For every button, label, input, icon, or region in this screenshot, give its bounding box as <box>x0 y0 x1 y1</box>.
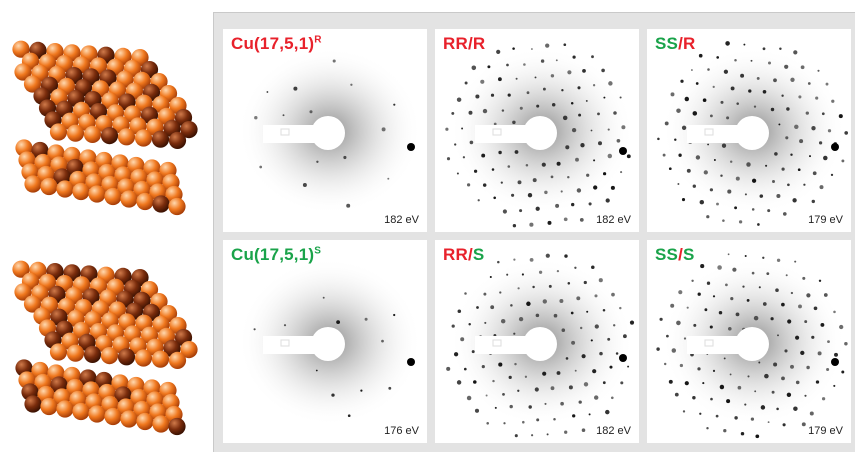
copper-cluster-graphic <box>12 40 198 216</box>
diffraction-pattern <box>657 41 849 226</box>
energy-label: 176 eV <box>384 425 419 437</box>
tile-label: SS/S <box>655 245 695 265</box>
label-part: S <box>314 245 322 257</box>
energy-label: 182 eV <box>596 214 631 226</box>
leed-tile: Cu(17,5,1)R 182 eV <box>223 29 427 232</box>
diffraction-pattern <box>238 258 422 426</box>
label-part: RR <box>443 245 468 264</box>
label-part: S <box>472 245 485 264</box>
cluster-s-icon <box>0 248 205 448</box>
label-part: / <box>678 245 684 264</box>
label-part: R <box>314 34 322 46</box>
label-part: R <box>472 34 486 53</box>
energy-label: 179 eV <box>808 425 843 437</box>
diffraction-pattern <box>446 253 635 438</box>
diffraction-pattern <box>445 43 634 228</box>
copper-cluster-graphic <box>12 260 198 436</box>
diffraction-pattern <box>238 47 422 215</box>
leed-tile: SS/S 179 eV <box>647 240 851 443</box>
leed-tile: RR/S 182 eV <box>435 240 639 443</box>
label-part: / <box>678 34 684 53</box>
energy-label: 182 eV <box>596 425 631 437</box>
label-part: SS <box>655 245 679 264</box>
label-part: Cu(17,5,1) <box>231 245 315 264</box>
tile-label: Cu(17,5,1)S <box>231 245 321 265</box>
leed-panel-grid: Cu(17,5,1)R 182 eV RR/R 182 eV SS/R 179 … <box>213 12 855 452</box>
tile-label: RR/S <box>443 245 484 265</box>
energy-label: 179 eV <box>808 214 843 226</box>
tile-label: SS/R <box>655 34 696 54</box>
label-part: R <box>683 34 696 53</box>
energy-label: 182 eV <box>384 214 419 226</box>
cluster-r-icon <box>0 28 205 228</box>
tile-label: RR/R <box>443 34 485 54</box>
tile-label: Cu(17,5,1)R <box>231 34 322 54</box>
label-part: RR <box>443 34 468 53</box>
label-part: Cu(17,5,1) <box>231 34 315 53</box>
leed-tile: RR/R 182 eV <box>435 29 639 232</box>
label-part: / <box>467 245 473 264</box>
label-part: SS <box>655 34 679 53</box>
label-part: S <box>683 245 695 264</box>
diffraction-pattern <box>656 253 848 439</box>
leed-tile: SS/R 179 eV <box>647 29 851 232</box>
label-part: / <box>467 34 473 53</box>
leed-tile: Cu(17,5,1)S 176 eV <box>223 240 427 443</box>
